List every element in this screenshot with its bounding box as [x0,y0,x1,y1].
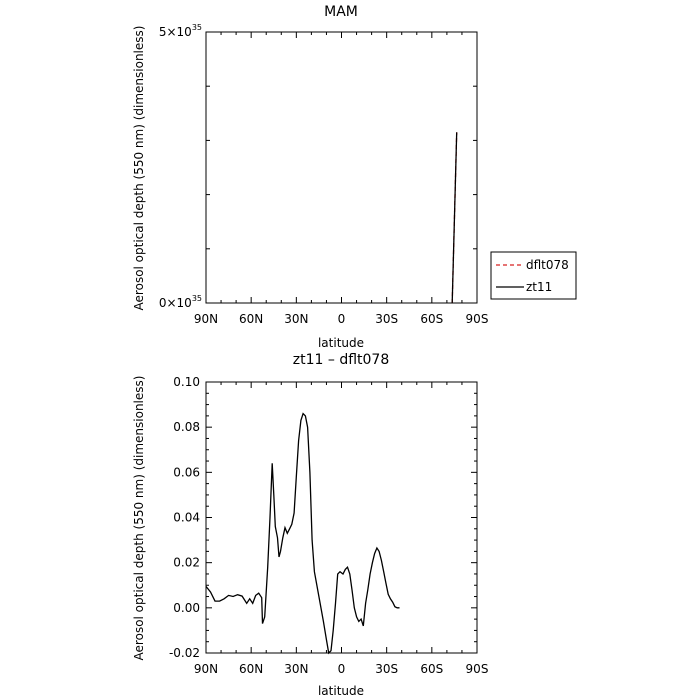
top-x-tick-label: 0 [338,312,346,326]
top-x-tick-label: 30N [284,312,308,326]
top-plot-frame [205,31,478,304]
bottom-y-tick-label: -0.02 [169,646,200,660]
bottom-chart-title: zt11 – dflt078 [293,352,389,368]
top-chart: MAM 90N 60N 30N 0 30S 60S 90S 0×1035 5×1035 lat… [132,4,577,350]
top-x-tick-label: 60N [239,312,263,326]
bottom-chart: zt11 – dflt078 90N 60N 30N 0 30S 60S 90S 0.100… [132,352,488,698]
top-y-axis-label: Aerosol optical depth (550 nm) (dimensio… [132,26,146,311]
top-y-tick-label: 0×1035 [159,294,202,310]
top-series-group [451,132,458,304]
bottom-y-tick-label: 0.04 [173,511,200,525]
top-x-tick-label: 90N [194,312,218,326]
top-x-tick-label: 60S [420,312,443,326]
bottom-x-tick-label: 60S [420,662,443,676]
bottom-y-tick-label: 0.08 [173,420,200,434]
bottom-x-tick-label: 30S [375,662,398,676]
bottom-x-tick-label: 0 [338,662,346,676]
legend-label-zt11: zt11 [526,280,552,294]
bottom-x-tick-label: 90S [466,662,489,676]
bottom-y-axis-label: Aerosol optical depth (550 nm) (dimensio… [132,376,146,661]
bottom-series-line-zt11-dflt078 [205,412,400,655]
bottom-x-tick-label: 90N [194,662,218,676]
top-chart-title: MAM [324,4,358,20]
top-y-axis: 0×1035 5×1035 [159,23,477,310]
legend-label-dflt078: dflt078 [526,258,569,272]
top-x-tick-label: 30S [375,312,398,326]
top-y-tick-label: 5×1035 [159,23,202,39]
bottom-y-axis: 0.10 0.08 0.06 0.04 0.02 0.00 -0.02 [169,375,477,660]
legend: dflt078 zt11 [490,251,577,300]
bottom-y-tick-label: 0.10 [173,375,200,389]
top-x-axis-label: latitude [318,336,364,350]
legend-box [490,251,577,300]
bottom-series-group [205,412,400,655]
bottom-x-axis: 90N 60N 30N 0 30S 60S 90S [194,382,489,676]
bottom-plot-frame [205,381,478,654]
top-x-tick-label: 90S [466,312,489,326]
bottom-x-tick-label: 60N [239,662,263,676]
bottom-y-tick-label: 0.00 [173,601,200,615]
bottom-x-axis-label: latitude [318,684,364,698]
bottom-y-tick-label: 0.06 [173,465,200,479]
bottom-y-tick-label: 0.02 [173,556,200,570]
top-x-axis: 90N 60N 30N 0 30S 60S 90S [194,32,489,326]
top-series-line-zt11 [451,132,458,304]
bottom-x-tick-label: 30N [284,662,308,676]
